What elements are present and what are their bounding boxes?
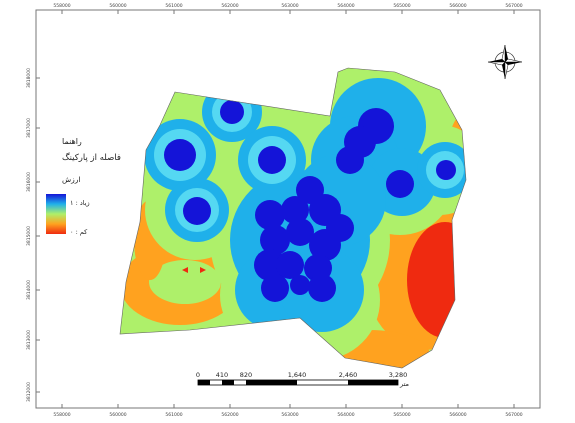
- grid-label-top-5: 564000: [337, 3, 354, 9]
- grid-label-bottom-2: 561000: [165, 412, 182, 418]
- scale-tick-label-1: 410: [216, 371, 228, 379]
- study-area-outline: [119, 67, 467, 369]
- grid-label-bottom-7: 566000: [449, 412, 466, 418]
- grid-label-top-3: 562000: [221, 3, 238, 9]
- legend-value-heading: ارزش: [62, 175, 80, 184]
- legend-color-ramp: [46, 194, 66, 234]
- grid-label-bottom-3: 562000: [221, 412, 238, 418]
- grid-labels-left: 3818000 3817000 3816000 3815000 3814000 38130…: [26, 68, 32, 402]
- grid-label-left-2: 3816000: [26, 172, 32, 192]
- legend-layer-name: فاصله از پارکینگ: [62, 152, 121, 163]
- grid-label-left-1: 3817000: [26, 118, 32, 138]
- scale-tick-label-2: 820: [240, 371, 252, 379]
- grid-label-bottom-8: 567000: [505, 412, 522, 418]
- grid-label-bottom-5: 564000: [337, 412, 354, 418]
- grid-label-left-0: 3818000: [26, 68, 32, 88]
- grid-ticks: [36, 10, 515, 408]
- legend-high-label: زیاد : ۱: [70, 199, 90, 207]
- grid-label-bottom-1: 560000: [109, 412, 126, 418]
- grid-label-bottom-4: 563000: [281, 412, 298, 418]
- distance-raster: [120, 68, 466, 368]
- grid-label-left-4: 3814000: [26, 280, 32, 300]
- grid-label-top-4: 563000: [281, 3, 298, 9]
- grid-label-left-6: 3812000: [26, 382, 32, 402]
- compass-rose-icon: [487, 44, 523, 80]
- grid-label-left-3: 3815000: [26, 226, 32, 246]
- grid-label-top-0: 558000: [53, 3, 70, 9]
- scale-tick-label-3: 1,640: [288, 371, 307, 379]
- legend-low-label: کم : ۰: [70, 228, 88, 236]
- scale-bar: 0 410 820 1,640 2,460 3,280 متر: [196, 371, 409, 388]
- scale-unit: متر: [399, 380, 409, 388]
- grid-label-left-5: 3813000: [26, 330, 32, 350]
- legend: راهنما فاصله از پارکینگ ارزش زیاد : ۱ کم…: [46, 137, 121, 236]
- grid-label-bottom-6: 565000: [393, 412, 410, 418]
- grid-label-bottom-0: 558000: [53, 412, 70, 418]
- grid-label-top-7: 566000: [449, 3, 466, 9]
- scale-tick-label-4: 2,460: [339, 371, 358, 379]
- legend-title: راهنما: [62, 137, 82, 146]
- grid-label-top-6: 565000: [393, 3, 410, 9]
- scale-tick-label-0: 0: [196, 371, 200, 379]
- grid-label-top-2: 561000: [165, 3, 182, 9]
- scale-tick-label-5: 3,280: [389, 371, 408, 379]
- grid-label-top-1: 560000: [109, 3, 126, 9]
- grid-labels-top: 558000 560000 561000 562000 563000 564000 5650…: [53, 3, 522, 9]
- frame-border: [35, 9, 541, 409]
- grid-label-top-8: 567000: [505, 3, 522, 9]
- grid-labels-bottom: 558000 560000 561000 562000 563000 564000 5650…: [53, 412, 522, 418]
